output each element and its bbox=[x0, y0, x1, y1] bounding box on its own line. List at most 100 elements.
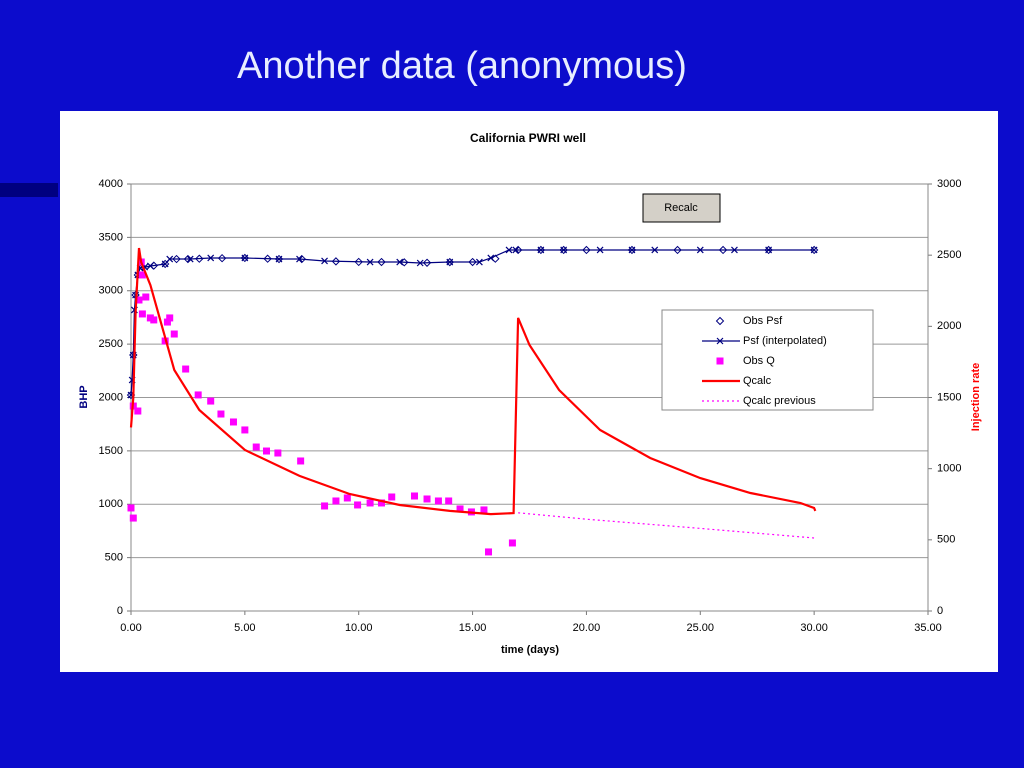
marker-square bbox=[480, 506, 488, 514]
marker-x bbox=[716, 337, 724, 345]
x-tick-label: 5.00 bbox=[234, 622, 255, 634]
marker-square bbox=[456, 505, 464, 513]
plot-border bbox=[130, 183, 929, 612]
marker-x bbox=[537, 246, 545, 254]
marker-x bbox=[505, 246, 513, 254]
y-tick-label: 1000 bbox=[99, 498, 123, 510]
marker-diamond bbox=[718, 245, 728, 255]
marker-square bbox=[366, 499, 374, 507]
marker-diamond bbox=[297, 254, 306, 264]
marker-square bbox=[321, 502, 329, 510]
marker-x bbox=[366, 258, 374, 266]
marker-diamond bbox=[715, 316, 725, 326]
x-tick-label: 35.00 bbox=[914, 622, 942, 634]
marker-x bbox=[475, 258, 483, 266]
marker-square bbox=[332, 497, 340, 505]
marker-x bbox=[487, 254, 495, 262]
marker-diamond bbox=[172, 254, 181, 264]
marker-square bbox=[445, 497, 453, 505]
marker-square bbox=[166, 314, 174, 322]
marker-x bbox=[560, 246, 568, 254]
x-tick-label: 30.00 bbox=[800, 622, 828, 634]
marker-x bbox=[596, 246, 604, 254]
marker-x bbox=[396, 258, 404, 266]
marker-square bbox=[138, 310, 146, 318]
marker-x bbox=[207, 254, 215, 262]
y2-tick-label: 3000 bbox=[937, 178, 961, 190]
marker-square bbox=[485, 548, 493, 556]
marker-square bbox=[241, 426, 249, 434]
marker-diamond bbox=[183, 254, 193, 264]
y2-tick-label: 0 bbox=[937, 605, 943, 617]
legend-box bbox=[661, 309, 874, 411]
marker-diamond bbox=[673, 245, 682, 255]
marker-x bbox=[146, 262, 154, 270]
marker-square bbox=[229, 418, 237, 426]
y-tick-label: 1500 bbox=[99, 445, 123, 457]
y-tick-label: 2500 bbox=[99, 338, 123, 350]
marker-diamond bbox=[377, 257, 386, 267]
y-tick-label: 3500 bbox=[99, 231, 123, 243]
marker-diamond bbox=[582, 245, 591, 255]
marker-diamond bbox=[627, 245, 637, 255]
marker-diamond bbox=[513, 245, 523, 255]
marker-x bbox=[166, 255, 174, 263]
marker-x bbox=[416, 259, 424, 267]
y-axis-label: BHP bbox=[78, 385, 90, 408]
marker-x bbox=[512, 246, 520, 254]
legend-label: Obs Q bbox=[743, 355, 775, 367]
y-tick-label: 3000 bbox=[99, 285, 123, 297]
marker-square bbox=[434, 497, 442, 505]
marker-x bbox=[810, 246, 818, 254]
marker-x bbox=[296, 255, 303, 263]
y2-tick-label: 2500 bbox=[937, 249, 961, 261]
marker-diamond bbox=[195, 254, 204, 263]
marker-diamond bbox=[331, 257, 341, 266]
marker-x bbox=[446, 258, 454, 266]
y2-axis-label: Injection rate bbox=[970, 363, 982, 431]
recalc-button[interactable] bbox=[642, 193, 721, 223]
y2-tick-label: 500 bbox=[937, 534, 955, 546]
x-axis-label: time (days) bbox=[501, 644, 559, 656]
marker-square bbox=[388, 493, 396, 501]
marker-square bbox=[127, 504, 135, 512]
y2-tick-label: 2000 bbox=[937, 320, 961, 332]
chart-title: California PWRI well bbox=[470, 131, 586, 145]
marker-square bbox=[274, 449, 282, 457]
x-tick-label: 15.00 bbox=[459, 622, 487, 634]
marker-square bbox=[508, 539, 516, 547]
marker-square bbox=[150, 316, 158, 324]
marker-square bbox=[207, 397, 215, 405]
marker-x bbox=[696, 246, 704, 254]
y-tick-label: 500 bbox=[105, 552, 123, 564]
marker-x bbox=[651, 246, 659, 254]
marker-square bbox=[163, 318, 171, 326]
y2-tick-label: 1500 bbox=[937, 391, 961, 403]
marker-square bbox=[377, 499, 385, 507]
marker-square bbox=[343, 494, 351, 502]
marker-diamond bbox=[400, 258, 409, 267]
legend-label: Obs Psf bbox=[743, 315, 783, 327]
x-tick-label: 20.00 bbox=[573, 622, 601, 634]
marker-diamond bbox=[809, 245, 819, 255]
marker-diamond bbox=[764, 245, 773, 255]
slide-title: Another data (anonymous) bbox=[237, 45, 687, 87]
marker-square bbox=[297, 457, 305, 465]
legend-label: Qcalc previous bbox=[743, 395, 816, 407]
marker-x bbox=[186, 255, 194, 263]
marker-diamond bbox=[217, 253, 227, 263]
marker-square bbox=[252, 443, 260, 451]
recalc-button-label[interactable]: Recalc bbox=[664, 202, 698, 214]
legend-label: Psf (interpolated) bbox=[743, 335, 827, 347]
marker-square bbox=[135, 296, 143, 304]
marker-square bbox=[716, 357, 724, 365]
marker-square bbox=[138, 271, 146, 279]
x-tick-label: 10.00 bbox=[345, 622, 373, 634]
marker-square bbox=[170, 330, 178, 338]
marker-square bbox=[182, 365, 190, 373]
marker-x bbox=[321, 257, 328, 265]
marker-x bbox=[275, 255, 283, 263]
series-line bbox=[518, 512, 815, 539]
x-tick-label: 0.00 bbox=[120, 622, 141, 634]
y2-tick-label: 1000 bbox=[937, 463, 961, 475]
